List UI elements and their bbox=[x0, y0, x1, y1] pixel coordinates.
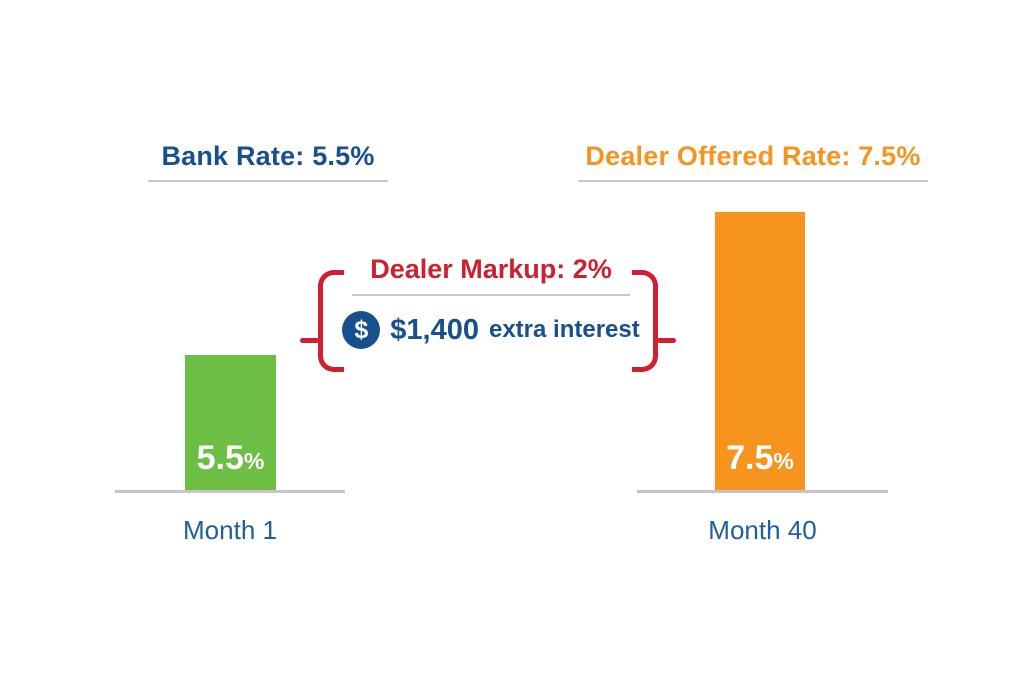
right-bracket bbox=[632, 270, 658, 372]
callout-divider-line bbox=[352, 294, 630, 296]
bank-rate-bar-value: 5.5 bbox=[196, 439, 244, 477]
right-bracket-tick bbox=[657, 338, 676, 343]
left-axis-baseline bbox=[115, 490, 345, 493]
bank-rate-bar: 5.5% bbox=[185, 355, 276, 491]
extra-interest-text: extra interest bbox=[488, 316, 640, 343]
right-axis-baseline bbox=[637, 490, 888, 493]
dealer-markup-callout: Dealer Markup: 2% $ $1,400 extra interes… bbox=[342, 254, 640, 349]
left-bracket-tick bbox=[300, 338, 319, 343]
dollar-icon: $ bbox=[342, 311, 381, 349]
dealer-markup-label: Dealer Markup: 2% bbox=[370, 254, 612, 284]
dealer-rate-bar-percent-sign: % bbox=[773, 448, 794, 474]
bank-rate-bar-percent-sign: % bbox=[243, 448, 265, 474]
dealer-rate-bar-label: 7.5% bbox=[715, 441, 805, 475]
dealer-rate-bar: 7.5% bbox=[715, 212, 805, 491]
month-1-label: Month 1 bbox=[183, 515, 277, 545]
dealer-rate-title: Dealer Offered Rate: 7.5% bbox=[585, 141, 921, 171]
bank-rate-title: Bank Rate: 5.5% bbox=[161, 141, 375, 171]
left-bracket bbox=[318, 270, 344, 372]
dealer-rate-bar-value: 7.5 bbox=[726, 439, 774, 477]
bank-rate-bar-label: 5.5% bbox=[185, 441, 276, 475]
extra-interest-amount: $1,400 bbox=[390, 313, 479, 346]
bank-rate-title-underline bbox=[148, 180, 388, 182]
month-40-label: Month 40 bbox=[708, 515, 817, 545]
extra-interest-row: $ $1,400 extra interest bbox=[342, 311, 640, 349]
dealer-rate-title-underline bbox=[578, 180, 928, 182]
